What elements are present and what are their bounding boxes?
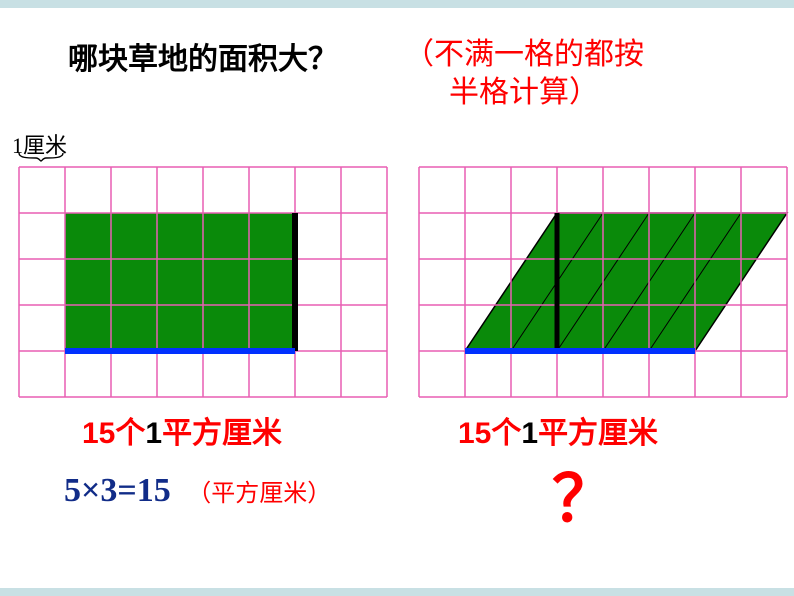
note-line-2: 半格计算） — [449, 76, 599, 109]
equation-unit: （平方厘米） — [187, 481, 331, 507]
note-text: （不满一格的都按 半格计算） — [404, 36, 644, 111]
caption-right-one: 1 — [521, 417, 538, 450]
caption-left: 15个1平方厘米 — [82, 408, 282, 452]
grid-left — [18, 166, 390, 400]
caption-left-one: 1 — [145, 417, 162, 450]
grid-right — [418, 166, 790, 400]
caption-right-unit: 平方厘米 — [538, 417, 658, 450]
note-line-1: （不满一格的都按 — [404, 38, 644, 71]
equation-text: 5×3=15 （平方厘米） — [64, 472, 331, 510]
caption-right-count: 15个 — [458, 417, 521, 450]
question-text: 哪块草地的面积大？ — [68, 34, 338, 78]
equation-value: 5×3=15 — [64, 472, 171, 509]
question-mark: ？ — [552, 448, 616, 540]
slide-page: 哪块草地的面积大？ （不满一格的都按 半格计算） 1厘米 15个1平方厘米 15… — [0, 8, 794, 588]
caption-left-count: 15个 — [82, 417, 145, 450]
caption-right: 15个1平方厘米 — [458, 408, 658, 452]
scale-brace-icon — [18, 152, 64, 162]
caption-left-unit: 平方厘米 — [162, 417, 282, 450]
